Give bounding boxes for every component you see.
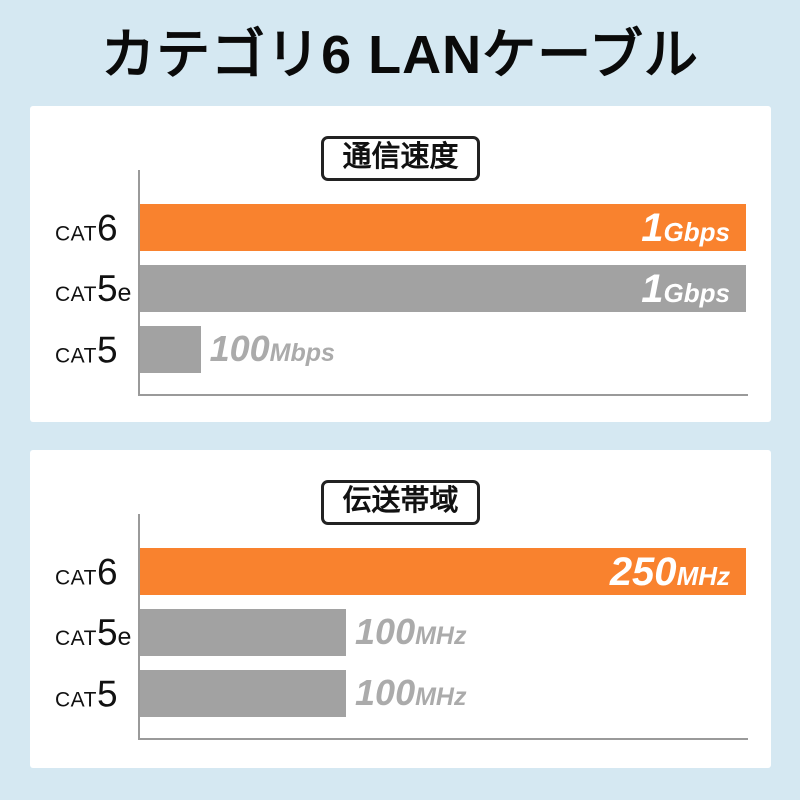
category-label-prefix: CAT: [55, 626, 97, 650]
category-label-number: 6: [96, 551, 118, 592]
value-number: 1: [641, 205, 664, 250]
chart-row: CAT 6 1 Gbps: [55, 204, 746, 251]
bandwidth-chart-title-wrap: 伝送帯域: [30, 480, 771, 526]
chart-row: CAT 5 100 Mbps: [55, 326, 746, 373]
value-unit: Gbps: [663, 277, 730, 308]
chart-row: CAT 5 e 100 MHz: [55, 609, 746, 656]
value-unit: MHz: [415, 683, 467, 711]
value-label: 100 MHz: [355, 675, 466, 712]
category-label-prefix: CAT: [55, 282, 97, 306]
speed-chart: CAT 6 1 Gbps CAT 5 e 1 Gbps CAT 5 100 Mbps: [30, 106, 771, 422]
bar: [140, 609, 347, 656]
x-axis-line: [138, 394, 748, 396]
category-label-prefix: CAT: [55, 688, 97, 711]
bar: 1 Gbps: [140, 265, 746, 312]
bar: 1 Gbps: [140, 204, 746, 251]
bar: [140, 670, 347, 717]
value-label: 1 Gbps: [641, 208, 730, 248]
chart-row: CAT 6 250 MHz: [55, 548, 746, 595]
bar: 250 MHz: [140, 548, 746, 595]
value-unit: MHz: [676, 560, 730, 591]
y-axis-line: [138, 514, 140, 740]
category-label-number: 5: [96, 673, 118, 714]
value-number: 100: [209, 328, 270, 369]
category-label-suffix: e: [117, 622, 132, 651]
category-label: CAT 6: [55, 553, 118, 590]
category-label-prefix: CAT: [55, 344, 97, 367]
speed-chart-panel: 通信速度 CAT 6 1 Gbps CAT 5 e 1 Gbps CAT 5: [30, 106, 771, 422]
speed-chart-rows: CAT 6 1 Gbps CAT 5 e 1 Gbps CAT 5 100 Mbps: [55, 204, 746, 373]
chart-row: CAT 5 e 1 Gbps: [55, 265, 746, 312]
category-label: CAT 5: [55, 675, 118, 712]
value-number: 100: [355, 611, 416, 652]
x-axis-line: [138, 738, 748, 740]
value-unit: MHz: [415, 622, 467, 650]
page-title: カテゴリ6 LANケーブル: [101, 25, 699, 85]
category-label-number: 6: [96, 207, 118, 248]
bar: [140, 326, 201, 373]
bandwidth-chart-panel: 伝送帯域 CAT 6 250 MHz CAT 5 e 100 MHz CAT 5: [30, 450, 771, 768]
value-number: 100: [355, 672, 416, 713]
category-label-prefix: CAT: [55, 222, 97, 245]
category-label: CAT 5 e: [55, 270, 131, 308]
value-number: 1: [641, 266, 664, 311]
speed-chart-title-box: 通信速度: [321, 136, 480, 182]
value-number: 250: [609, 549, 677, 594]
category-label: CAT 5: [55, 331, 118, 368]
value-unit: Gbps: [663, 216, 730, 247]
bandwidth-chart-title: 伝送帯域: [342, 485, 459, 517]
category-label-prefix: CAT: [55, 566, 97, 589]
value-label: 100 MHz: [355, 614, 466, 651]
category-label: CAT 5 e: [55, 614, 131, 652]
bandwidth-chart-rows: CAT 6 250 MHz CAT 5 e 100 MHz CAT 5 100 MHz: [55, 548, 746, 717]
category-label-number: 5: [96, 611, 118, 653]
value-label: 1 Gbps: [641, 269, 730, 309]
value-label: 250 MHz: [610, 552, 730, 592]
y-axis-line: [138, 170, 140, 396]
value-unit: Mbps: [269, 339, 335, 367]
bandwidth-chart: CAT 6 250 MHz CAT 5 e 100 MHz CAT 5 100 MHz: [30, 450, 771, 768]
speed-chart-title: 通信速度: [342, 141, 459, 173]
value-label: 100 Mbps: [210, 331, 335, 368]
category-label: CAT 6: [55, 209, 118, 246]
bandwidth-chart-title-box: 伝送帯域: [321, 480, 480, 526]
category-label-suffix: e: [117, 278, 132, 307]
category-label-number: 5: [96, 267, 118, 309]
speed-chart-title-wrap: 通信速度: [30, 136, 771, 182]
category-label-number: 5: [96, 329, 118, 370]
chart-row: CAT 5 100 MHz: [55, 670, 746, 717]
